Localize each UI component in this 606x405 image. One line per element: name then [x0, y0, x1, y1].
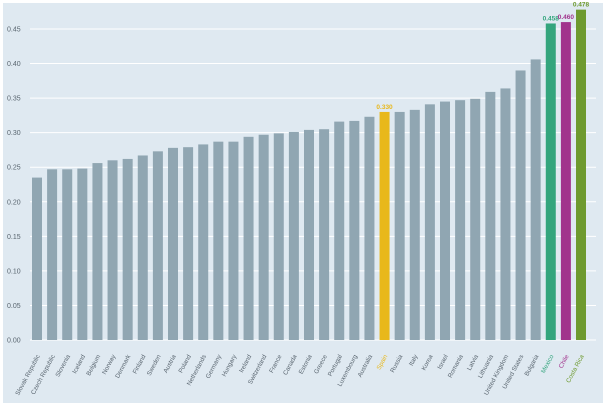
bar-slovak-republic — [32, 177, 42, 340]
y-tick-label: 0.00 — [7, 338, 21, 345]
y-axis: 0.00 0.05 0.10 0.15 0.20 0.25 0.30 0.35 0.40 0.45 — [7, 27, 21, 345]
bar-estonia — [304, 129, 314, 340]
bar-australia — [364, 116, 375, 340]
bar-luxembourg — [349, 120, 360, 340]
bar-switzerland — [258, 134, 269, 340]
bars — [32, 9, 586, 341]
y-tick-label: 0.30 — [7, 130, 21, 137]
bar-germany — [213, 141, 224, 340]
bar-chile — [560, 22, 571, 340]
bar-united-states — [515, 70, 526, 340]
bar-poland — [183, 147, 194, 340]
bar-france — [273, 133, 284, 340]
bar-canada — [288, 131, 299, 340]
bar-latvia — [470, 98, 481, 341]
bar-sweden — [152, 151, 163, 340]
bar-costa-rica — [576, 9, 586, 340]
bar-belgium — [92, 163, 103, 340]
value-label: 0.478 — [573, 2, 590, 9]
bar-italy — [409, 109, 420, 340]
y-tick-label: 0.05 — [7, 303, 21, 310]
y-tick-label: 0.10 — [7, 268, 21, 275]
y-tick-label: 0.35 — [7, 96, 21, 103]
bar-hungary — [228, 141, 239, 340]
bar-mexico — [545, 23, 556, 341]
bar-iceland — [77, 168, 88, 340]
bar-russia — [394, 111, 405, 340]
bar-slovenia — [62, 169, 73, 340]
bar-finland — [137, 155, 148, 340]
bar-czech-republic — [47, 169, 58, 340]
bar-lithuania — [485, 91, 496, 340]
bar-norway — [107, 160, 118, 340]
y-tick-label: 0.25 — [7, 165, 21, 172]
bar-korea — [424, 104, 435, 340]
value-label: 0.460 — [558, 14, 575, 21]
value-label: 0.458 — [543, 15, 560, 22]
bar-greece — [319, 129, 330, 340]
bar-bulgaria — [530, 59, 541, 341]
bar-ireland — [243, 136, 254, 340]
bar-romania — [455, 100, 466, 340]
bar-united-kingdom — [500, 88, 511, 341]
y-tick-label: 0.40 — [7, 61, 21, 68]
y-tick-label: 0.15 — [7, 234, 21, 241]
bar-denmark — [122, 158, 133, 340]
y-tick-label: 0.20 — [7, 199, 21, 206]
value-label: 0.330 — [376, 104, 393, 111]
bar-spain — [379, 111, 390, 340]
bar-portugal — [334, 121, 345, 340]
y-tick-label: 0.45 — [7, 27, 21, 34]
bar-austria — [168, 147, 178, 340]
bar-israel — [440, 101, 450, 340]
bar-netherlands — [198, 144, 209, 340]
